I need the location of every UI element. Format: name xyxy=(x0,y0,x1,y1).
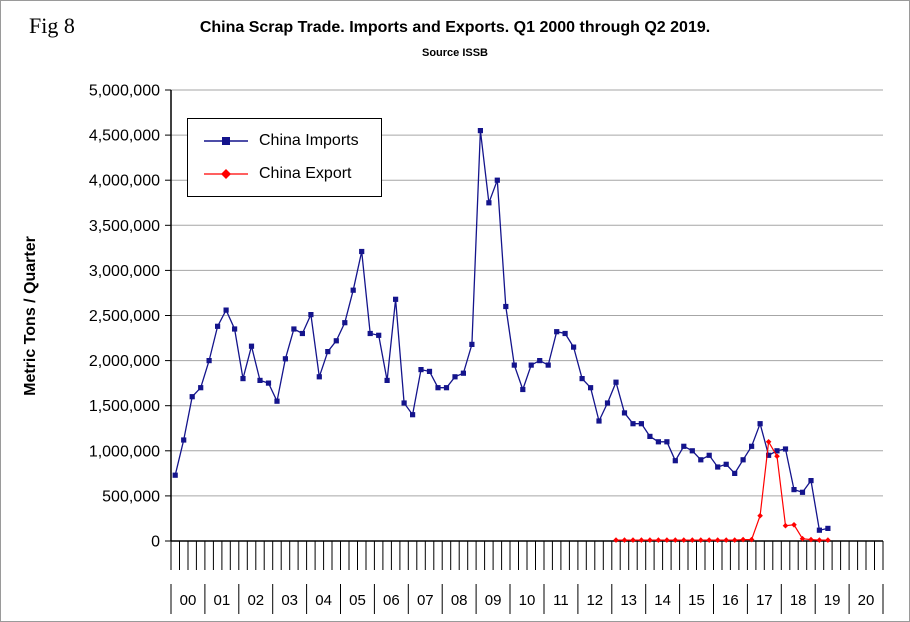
svg-text:01: 01 xyxy=(214,592,231,609)
imports-legend-marker xyxy=(204,137,248,145)
svg-text:05: 05 xyxy=(349,592,366,609)
svg-text:3,500,000: 3,500,000 xyxy=(89,218,160,235)
svg-text:20: 20 xyxy=(858,592,875,609)
svg-text:13: 13 xyxy=(620,592,637,609)
imports-legend-label: China Imports xyxy=(259,132,359,149)
svg-text:15: 15 xyxy=(688,592,705,609)
svg-text:19: 19 xyxy=(824,592,841,609)
x-axis-year-band: 00 01 02 03 04 05 06 07 08 09 10 11 12 13 14 15 16 17 18 19… xyxy=(170,584,884,614)
svg-text:3,000,000: 3,000,000 xyxy=(89,263,160,280)
export-legend-label: China Export xyxy=(259,165,352,182)
series-china-export xyxy=(613,439,831,543)
svg-text:16: 16 xyxy=(722,592,739,609)
svg-text:04: 04 xyxy=(315,592,332,609)
chart-subtitle: Source ISSB xyxy=(421,47,489,59)
svg-text:09: 09 xyxy=(485,592,502,609)
svg-text:11: 11 xyxy=(553,592,569,609)
svg-text:5,000,000: 5,000,000 xyxy=(89,83,160,100)
y-axis-labels: 0 500,000 1,000,000 1,500,000 2,000,000 2,500… xyxy=(89,83,171,551)
svg-text:1,000,000: 1,000,000 xyxy=(89,443,160,460)
svg-text:06: 06 xyxy=(383,592,400,609)
svg-text:500,000: 500,000 xyxy=(102,488,160,505)
svg-text:07: 07 xyxy=(417,592,434,609)
svg-text:0: 0 xyxy=(151,534,160,551)
svg-text:03: 03 xyxy=(281,592,298,609)
svg-text:2,500,000: 2,500,000 xyxy=(89,308,160,325)
svg-text:00: 00 xyxy=(180,592,197,609)
legend-entry-export: China Export xyxy=(203,165,359,183)
svg-text:18: 18 xyxy=(790,592,807,609)
export-legend-marker xyxy=(204,169,248,179)
series-china-imports xyxy=(172,128,831,533)
svg-text:2,000,000: 2,000,000 xyxy=(89,353,160,370)
x-axis-quarter-ticks xyxy=(170,541,884,570)
legend: China Imports China Export xyxy=(187,118,382,197)
svg-text:02: 02 xyxy=(247,592,264,609)
svg-text:1,500,000: 1,500,000 xyxy=(89,398,160,415)
legend-entry-imports: China Imports xyxy=(203,132,359,150)
svg-text:4,500,000: 4,500,000 xyxy=(89,128,160,145)
svg-text:4,000,000: 4,000,000 xyxy=(89,173,160,190)
fig-label: Fig 8 xyxy=(29,13,75,38)
svg-text:14: 14 xyxy=(654,592,671,609)
svg-text:10: 10 xyxy=(519,592,536,609)
svg-text:17: 17 xyxy=(756,592,773,609)
svg-text:08: 08 xyxy=(451,592,468,609)
chart-title: China Scrap Trade. Imports and Exports. … xyxy=(199,19,711,36)
svg-text:12: 12 xyxy=(586,592,603,609)
